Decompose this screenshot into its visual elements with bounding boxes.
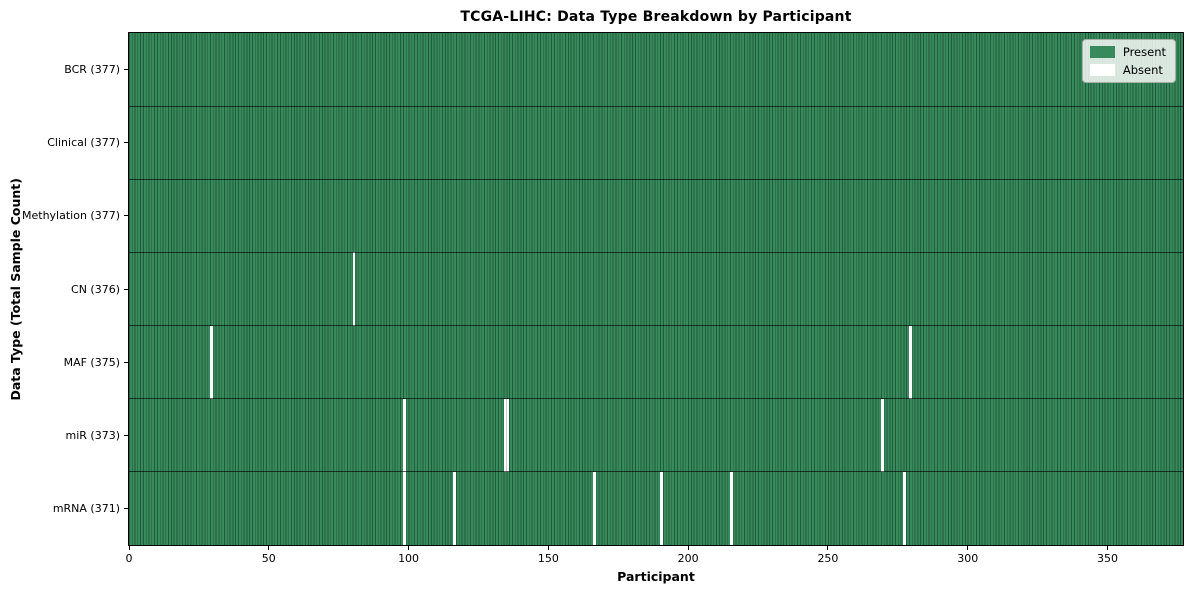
plot-area: Present Absent: [129, 33, 1183, 545]
x-tick-mark: [128, 546, 130, 550]
datatype-row-cn: [129, 252, 1183, 326]
absent-gap: [453, 471, 457, 545]
absent-gap: [660, 471, 663, 545]
x-tick-label: 150: [537, 552, 559, 565]
row-divider: [129, 105, 1183, 107]
row-divider: [129, 178, 1183, 180]
x-tick-label: 250: [817, 552, 839, 565]
legend-item-absent: Absent: [1089, 63, 1166, 77]
y-tick-mark: [124, 69, 128, 71]
x-tick-mark: [547, 546, 549, 550]
x-tick-mark: [268, 546, 270, 550]
y-tick-label-methylation: Methylation (377): [22, 209, 120, 223]
y-tick-mark: [124, 434, 128, 436]
datatype-row-clinical: [129, 106, 1183, 180]
x-tick-mark: [408, 546, 410, 550]
datatype-row-mir: [129, 398, 1183, 472]
x-tick-label: 300: [957, 552, 979, 565]
y-tick-mark: [124, 361, 128, 363]
x-tick-mark: [967, 546, 969, 550]
legend-label-absent: Absent: [1122, 63, 1163, 77]
row-divider: [129, 251, 1183, 253]
row-divider: [129, 471, 1183, 473]
x-tick-label: 200: [677, 552, 699, 565]
x-tick-mark: [1107, 546, 1108, 550]
y-tick-label-maf: MAF (375): [63, 355, 120, 369]
absent-gap: [402, 398, 406, 472]
y-tick-mark: [124, 142, 128, 144]
legend: Present Absent: [1081, 39, 1176, 83]
datatype-row-methylation: [129, 179, 1183, 253]
absent-gap: [503, 398, 507, 472]
row-divider: [129, 325, 1183, 327]
y-tick-label-mir: miR (373): [65, 428, 121, 442]
absent-gap: [903, 471, 907, 545]
y-tick-label-bcr: BCR (377): [64, 63, 120, 77]
y-tick-label-mrna: mRNA (371): [52, 501, 120, 515]
datatype-row-bcr: [129, 33, 1183, 107]
legend-label-present: Present: [1122, 45, 1166, 59]
x-axis-label: Participant: [617, 569, 695, 584]
absent-gap: [352, 252, 356, 326]
y-tick-label-clinical: Clinical (377): [47, 136, 120, 150]
x-tick-label: 350: [1097, 552, 1118, 565]
absent-gap: [881, 398, 884, 472]
legend-swatch-absent-icon: [1089, 64, 1115, 76]
absent-gap: [909, 325, 912, 399]
x-tick-label: 50: [261, 552, 276, 565]
y-tick-mark: [124, 288, 128, 290]
chart-title: TCGA-LIHC: Data Type Breakdown by Partic…: [460, 9, 852, 25]
legend-item-present: Present: [1089, 45, 1166, 59]
y-tick-mark: [124, 507, 128, 509]
y-tick-label-cn: CN (376): [71, 282, 120, 296]
absent-gap: [730, 471, 733, 545]
datatype-row-maf: [129, 325, 1183, 399]
x-tick-mark: [827, 546, 829, 550]
x-tick-label: 0: [125, 552, 133, 565]
row-divider: [129, 398, 1183, 400]
absent-gap: [210, 325, 213, 399]
x-tick-mark: [687, 546, 689, 550]
legend-swatch-present-icon: [1089, 46, 1115, 58]
absent-gap: [593, 471, 596, 545]
x-tick-label: 100: [398, 552, 420, 565]
datatype-row-mrna: [129, 471, 1183, 545]
absent-gap: [402, 471, 406, 545]
y-tick-mark: [124, 215, 128, 217]
absent-gap: [506, 398, 510, 472]
